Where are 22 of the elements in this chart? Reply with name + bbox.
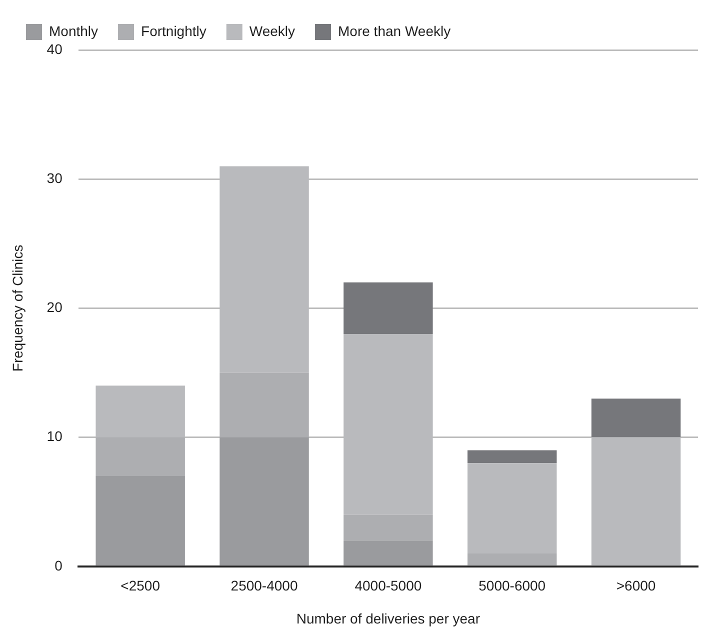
y-tick-label: 10 [46,428,63,444]
bar [220,437,309,566]
x-tick-label: <2500 [120,578,160,594]
legend-label: Monthly [49,22,98,39]
x-tick-label: 5000-6000 [478,578,546,594]
bar [96,476,185,566]
bar [344,282,433,334]
y-tick-label: 40 [46,40,63,57]
bar [591,398,681,438]
y-tick-label: 30 [46,170,63,186]
y-tick-label: 20 [46,299,63,316]
y-tick-label: 0 [54,557,63,574]
bar [344,540,433,566]
legend-label: Fortnightly [141,22,206,39]
y-axis-title: Frequency of Clinics [9,244,26,372]
x-axis-title: Number of deliveries per year [296,610,480,626]
legend-label: Weekly [249,22,296,39]
x-tick-label: 2500-4000 [230,578,298,594]
legend-label: More than Weekly [338,22,451,39]
x-tick-label: 4000-5000 [354,578,422,594]
x-tick-label: >6000 [616,578,656,594]
bar [468,450,557,464]
